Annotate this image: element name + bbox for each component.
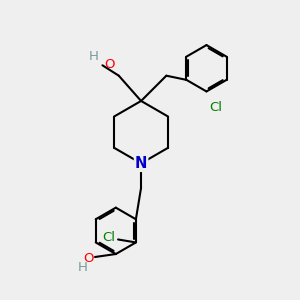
Text: O: O: [104, 58, 114, 71]
Text: Cl: Cl: [209, 101, 222, 114]
Text: O: O: [83, 252, 94, 265]
Text: H: H: [89, 50, 99, 64]
Text: Cl: Cl: [103, 232, 116, 244]
Text: H: H: [78, 261, 88, 274]
Text: N: N: [135, 156, 147, 171]
